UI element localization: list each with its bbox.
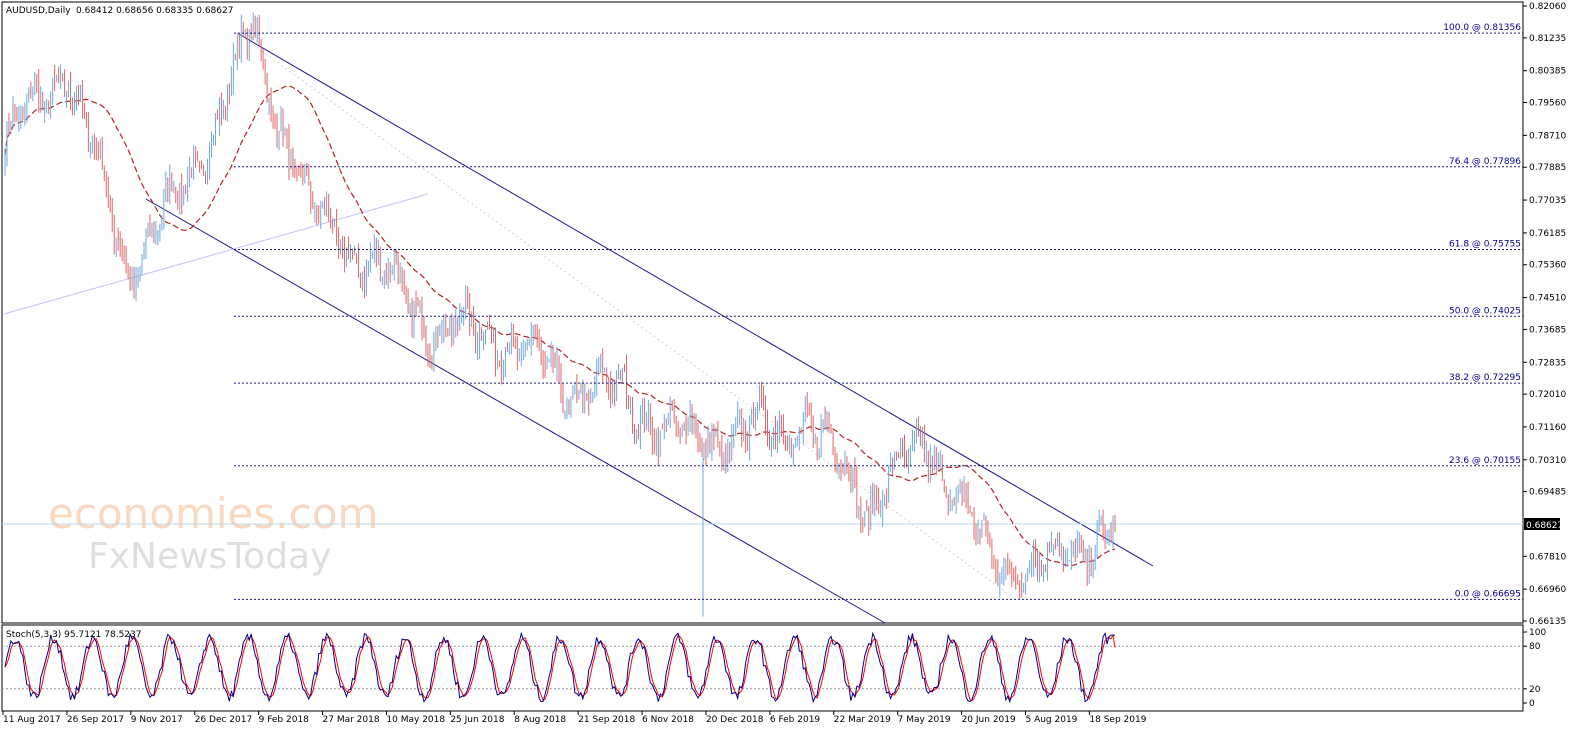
fib-label: 38.2 @ 0.72295: [1449, 373, 1521, 383]
time-label: 9 Feb 2018: [259, 715, 310, 725]
price-label: 0.70310: [1529, 456, 1566, 466]
time-label: 21 Sep 2018: [578, 715, 635, 725]
fibonacci-levels: 100.0 @ 0.81356 76.4 @ 0.77896 61.8 @ 0.75…: [234, 23, 1523, 600]
watermark-line2: FxNewsToday: [88, 536, 331, 577]
stoch-frame: [1, 624, 1524, 712]
stoch-level-label: 80: [1529, 642, 1541, 652]
time-label: 26 Dec 2017: [195, 715, 253, 725]
chart-ohlc: 0.68412 0.68656 0.68335 0.68627: [76, 6, 233, 16]
candles: [4, 12, 1116, 617]
price-label: 0.82060: [1529, 2, 1566, 12]
time-label: 22 Mar 2019: [834, 715, 891, 725]
time-label: 10 May 2018: [386, 715, 445, 725]
current-price-marker: 0.68627: [1524, 518, 1563, 531]
fib-label: 100.0 @ 0.81356: [1443, 23, 1521, 33]
price-label: 0.71160: [1529, 423, 1566, 433]
fib-label: 76.4 @ 0.77896: [1449, 157, 1521, 167]
time-label: 5 Aug 2019: [1025, 715, 1077, 725]
channel-upper-line: [236, 32, 1154, 567]
time-label: 8 Aug 2018: [514, 715, 566, 725]
stoch-level-label: 20: [1529, 685, 1541, 695]
fib-label: 0.0 @ 0.66695: [1455, 589, 1521, 599]
price-label: 0.72010: [1529, 390, 1566, 400]
time-axis: 11 Aug 2017 26 Sep 2017 9 Nov 2017 26 Dec 2…: [2, 711, 1147, 725]
time-label: 20 Dec 2018: [706, 715, 764, 725]
price-label: 0.72835: [1529, 358, 1566, 368]
watermark-line1: economies.com: [48, 489, 378, 538]
watermark: economies.com FxNewsToday: [48, 489, 378, 577]
current-price-label: 0.68627: [1526, 521, 1563, 531]
price-label: 0.81235: [1529, 34, 1566, 44]
time-label: 25 Jun 2018: [450, 715, 504, 725]
price-label: 0.80385: [1529, 67, 1566, 77]
time-label: 6 Feb 2019: [770, 715, 821, 725]
price-label: 0.77885: [1529, 163, 1566, 173]
chart-symbol: AUDUSD,Daily: [6, 6, 71, 16]
time-label: 20 Jun 2019: [962, 715, 1016, 725]
price-label: 0.78710: [1529, 131, 1566, 141]
fib-label: 50.0 @ 0.74025: [1449, 306, 1521, 316]
price-label: 0.73685: [1529, 325, 1566, 335]
price-label: 0.69485: [1529, 488, 1566, 498]
stoch-level-label: 0: [1529, 699, 1535, 709]
moving-average: [4, 85, 1116, 567]
stoch-level-label: 100: [1529, 628, 1546, 638]
price-label: 0.66960: [1529, 585, 1566, 595]
ma-line: [4, 85, 1116, 567]
fib-label: 23.6 @ 0.70155: [1449, 456, 1521, 466]
price-axis: 0.82060 0.81235 0.80385 0.79560 0.78710 0.778…: [1523, 2, 1566, 627]
price-label: 0.66135: [1529, 617, 1566, 627]
main-chart-frame: [1, 1, 1524, 624]
stoch-main-line: [4, 631, 1115, 704]
price-label: 0.75360: [1529, 261, 1566, 271]
time-label: 7 May 2019: [898, 715, 951, 725]
time-label: 26 Sep 2017: [67, 715, 124, 725]
support-trendline: [3, 193, 429, 315]
price-label: 0.74510: [1529, 294, 1566, 304]
price-label: 0.67810: [1529, 552, 1566, 562]
fib-label: 61.8 @ 0.75755: [1449, 239, 1521, 249]
stochastic-oscillator: 100 80 20 0: [2, 628, 1546, 709]
time-label: 11 Aug 2017: [3, 715, 61, 725]
price-label: 0.76185: [1529, 229, 1566, 239]
channel-lower-line: [145, 198, 886, 624]
price-label: 0.79560: [1529, 99, 1566, 109]
time-label: 27 Mar 2018: [323, 715, 380, 725]
stoch-title: Stoch(5,3,3) 95.7121 78.5237: [6, 630, 141, 640]
time-label: 6 Nov 2018: [642, 715, 694, 725]
time-label: 9 Nov 2017: [131, 715, 183, 725]
price-label: 0.77035: [1529, 196, 1566, 206]
time-label: 18 Sep 2019: [1089, 715, 1146, 725]
